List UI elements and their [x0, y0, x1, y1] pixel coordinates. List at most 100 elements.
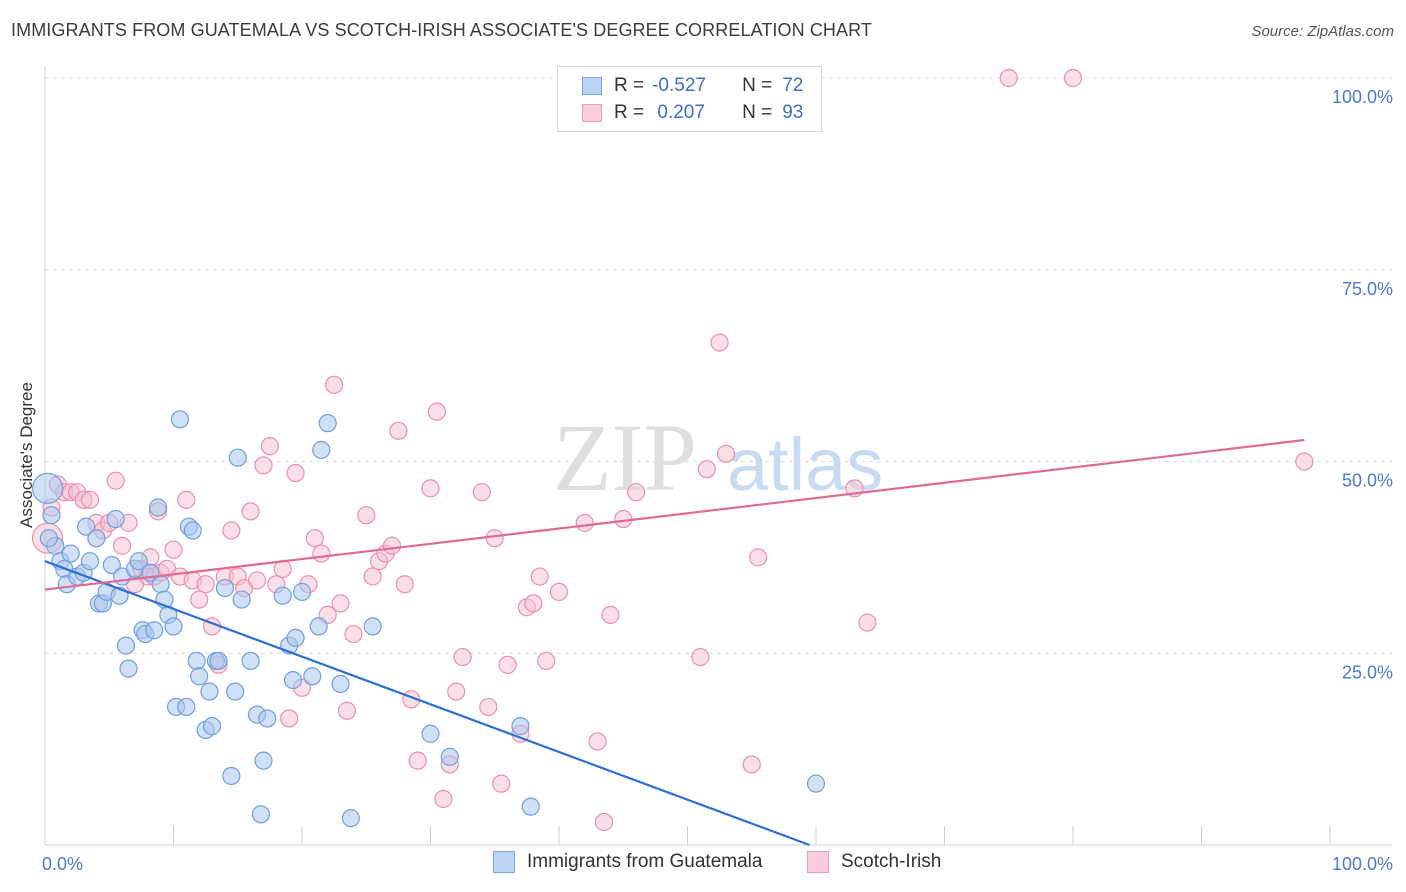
legend-swatch-blue	[493, 851, 515, 873]
scotch-irish-point	[344, 624, 363, 644]
scotch-irish-point	[337, 701, 357, 720]
scotch-irish-point	[164, 540, 183, 559]
guatemala-point	[222, 766, 241, 786]
guatemala-point	[151, 575, 170, 594]
guatemala-point	[312, 440, 331, 460]
y-tick-labels: 100.0% 75.0% 50.0% 25.0%	[1332, 87, 1393, 682]
guatemala-point	[232, 590, 251, 609]
trend-lines	[44, 438, 1305, 847]
series-legend: Immigrants from Guatemala Scotch-Irish	[0, 851, 1406, 879]
guatemala-point	[183, 521, 202, 540]
legend-swatch-blue	[582, 77, 602, 95]
scotch-irish-point	[697, 460, 716, 479]
guatemala-point	[215, 578, 234, 598]
stats-legend: R = -0.527 N = 72 R = 0.207 N = 93	[557, 66, 822, 132]
scotch-irish-point	[549, 582, 569, 601]
guatemala-point	[80, 552, 100, 571]
guatemala-point	[241, 651, 260, 671]
legend-swatch-pink	[807, 851, 829, 873]
guatemala-point	[251, 805, 270, 824]
guatemala-point	[286, 628, 305, 648]
scotch-irish-point	[537, 651, 556, 671]
legend-r-value: -0.527	[652, 75, 706, 96]
scotch-irish-point	[716, 444, 736, 463]
scotch-irish-point	[312, 544, 331, 563]
scotch-irish-trend-line	[44, 438, 1305, 591]
scotch-irish-point	[357, 506, 376, 525]
guatemala-point	[440, 747, 459, 766]
x-tick-labels: 0.0% 100.0%	[42, 854, 1393, 874]
guatemala-point	[209, 651, 228, 671]
guatemala-point	[303, 667, 322, 686]
scotch-irish-point	[286, 463, 305, 483]
guatemala-point	[148, 498, 168, 517]
scotch-irish-point	[421, 479, 440, 498]
scotch-irish-point	[485, 529, 504, 548]
guatemala-point	[170, 410, 190, 429]
guatemala-point	[331, 674, 350, 694]
x-tick-label: 100.0%	[1332, 854, 1393, 874]
guatemala-point	[116, 636, 136, 655]
scotch-irish-point	[434, 789, 453, 809]
guatemala-point	[87, 529, 106, 548]
scotch-irish-point	[588, 732, 607, 751]
legend-n-label: N =	[742, 102, 773, 123]
scotch-irish-point	[106, 471, 125, 490]
guatemala-point	[106, 509, 125, 529]
scotch-irish-point	[479, 697, 498, 717]
scotch-irish-point	[447, 682, 466, 701]
guatemala-point	[421, 724, 440, 743]
scotch-irish-point	[331, 594, 350, 613]
guatemala-point	[202, 717, 222, 736]
scotch-irish-point	[614, 509, 633, 529]
y-tick-label: 100.0%	[1332, 87, 1393, 107]
scotch-irish-point	[427, 402, 447, 421]
guatemala-point	[521, 797, 540, 816]
scotch-irish-point	[626, 483, 646, 502]
scotch-irish-point	[408, 751, 427, 770]
legend-r-label: R =	[614, 102, 645, 123]
scotch-irish-point	[395, 575, 414, 594]
scotch-irish-point	[498, 655, 517, 674]
guatemala-point	[129, 552, 148, 571]
legend-label-scotch-irish: Scotch-Irish	[841, 851, 942, 872]
source-attribution: Source: ZipAtlas.com	[1251, 23, 1394, 40]
scotch-irish-point	[858, 613, 877, 632]
guatemala-point	[258, 709, 277, 728]
scotch-irish-point	[1295, 452, 1314, 471]
guatemala-point	[309, 617, 328, 636]
scotch-irish-point	[742, 755, 761, 774]
scotch-irish-point	[749, 548, 768, 567]
scotch-irish-point	[260, 437, 279, 456]
scotch-irish-point	[691, 647, 710, 667]
guatemala-point	[77, 517, 96, 536]
scotch-irish-point	[363, 567, 382, 586]
guatemala-point	[187, 651, 206, 671]
guatemala-point	[119, 659, 138, 678]
guatemala-point	[254, 751, 273, 770]
y-tick-label: 25.0%	[1342, 662, 1393, 682]
scotch-irish-point	[196, 575, 215, 594]
scotch-irish-point	[601, 605, 620, 625]
scotch-irish-point	[530, 567, 549, 586]
scotch-irish-point	[177, 490, 196, 509]
guatemala-point	[61, 544, 80, 563]
chart-title: IMMIGRANTS FROM GUATEMALA VS SCOTCH-IRIS…	[11, 20, 873, 40]
guatemala-point	[806, 774, 826, 793]
scotch-irish-point	[382, 536, 402, 555]
legend-item-guatemala: Immigrants from Guatemala	[493, 851, 762, 873]
y-axis-label: Associate's Degree	[17, 382, 36, 528]
legend-swatch-pink	[582, 104, 602, 122]
guatemala-point	[228, 448, 247, 467]
guatemala-point	[42, 506, 61, 525]
guatemala-point	[145, 621, 164, 640]
guatemala-point	[318, 414, 337, 433]
guatemala-point	[190, 667, 209, 686]
scotch-irish-point	[1063, 68, 1083, 88]
guatemala-point	[200, 682, 219, 701]
scotch-irish-point	[472, 483, 491, 502]
scotch-irish-points	[31, 68, 1314, 832]
legend-row-guatemala: R = -0.527 N = 72	[582, 73, 803, 99]
scotch-irish-point	[280, 709, 299, 728]
